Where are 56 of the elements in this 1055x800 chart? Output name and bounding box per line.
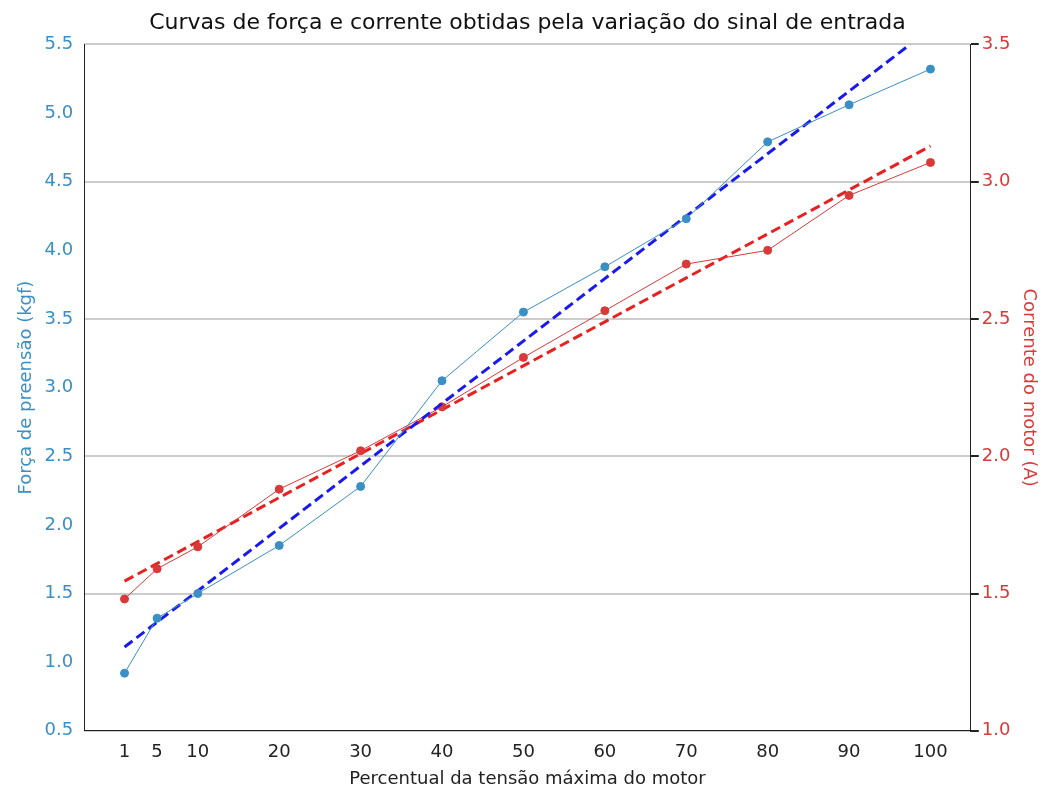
- point: [600, 306, 610, 316]
- point: [925, 157, 935, 167]
- chart-title: Curvas de força e corrente obtidas pela variação do sinal de entrada: [149, 8, 906, 34]
- y-tick-label: 0.5: [44, 718, 74, 740]
- point: [681, 214, 691, 224]
- point: [844, 190, 854, 200]
- point: [356, 446, 366, 456]
- point: [152, 564, 162, 574]
- point: [518, 352, 528, 362]
- point: [518, 307, 528, 317]
- y-tick-label: 2.5: [44, 443, 74, 465]
- x-tick-label: 80: [756, 740, 780, 762]
- y-tick-label: 5.0: [44, 100, 74, 122]
- y2-tick-label: 1.0: [981, 718, 1011, 740]
- point: [437, 376, 447, 386]
- y2-tick-label: 3.5: [981, 32, 1011, 54]
- x-tick-label: 20: [267, 740, 291, 762]
- point: [600, 262, 610, 272]
- point: [681, 259, 691, 269]
- point: [925, 64, 935, 74]
- x-tick-label: 100: [913, 740, 948, 762]
- point: [763, 137, 773, 147]
- point: [274, 540, 284, 550]
- y-tick-label: 5.5: [44, 32, 74, 54]
- point: [356, 481, 366, 491]
- x-tick-label: 40: [430, 740, 454, 762]
- y-tick-label: 2.0: [44, 512, 74, 534]
- y-tick-label: 3.0: [44, 375, 74, 397]
- y2-tick-label: 1.5: [981, 581, 1011, 603]
- y-tick-label: 4.0: [44, 237, 74, 259]
- y2-axis-title: Corrente do motor (A): [1019, 288, 1041, 487]
- x-tick-label: 30: [349, 740, 373, 762]
- point: [763, 245, 773, 255]
- x-tick-label: 5: [151, 740, 163, 762]
- x-tick-label: 50: [511, 740, 535, 762]
- y-axis-title: Força de preensão (kgf): [14, 280, 36, 495]
- x-tick-label: 10: [186, 740, 210, 762]
- point: [120, 594, 130, 604]
- point: [193, 589, 203, 599]
- y-tick-label: 1.5: [44, 581, 74, 603]
- y2-tick-label: 3.0: [981, 169, 1011, 191]
- x-tick-label: 70: [674, 740, 698, 762]
- point: [193, 542, 203, 552]
- point: [120, 668, 130, 678]
- y2-tick-label: 2.0: [981, 443, 1011, 465]
- x-tick-label: 1: [118, 740, 131, 762]
- y-tick-label: 3.5: [44, 306, 74, 328]
- y-tick-label: 1.0: [44, 649, 74, 671]
- point: [152, 613, 162, 623]
- point: [274, 484, 284, 494]
- y-tick-label: 4.5: [44, 169, 74, 191]
- y2-tick-label: 2.5: [981, 306, 1011, 328]
- x-tick-label: 90: [837, 740, 861, 762]
- x-tick-label: 60: [593, 740, 617, 762]
- point: [844, 100, 854, 110]
- x-axis-title: Percentual da tensão máxima do motor: [349, 766, 707, 788]
